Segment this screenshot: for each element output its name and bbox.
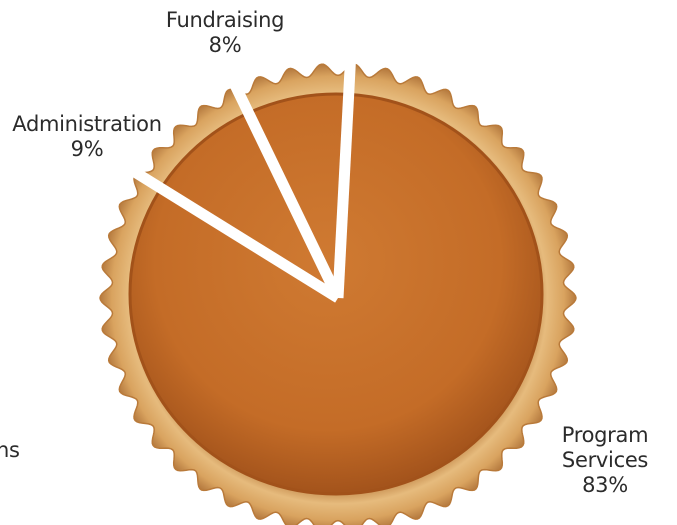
slice-label-administration: Administration 9% bbox=[2, 112, 172, 162]
slice-name-line-2: Services bbox=[561, 448, 649, 472]
slice-name: Administration bbox=[12, 112, 162, 136]
slice-value: 8% bbox=[208, 33, 242, 57]
slice-value: 83% bbox=[582, 473, 628, 497]
slice-name-line-1: Program bbox=[561, 423, 649, 447]
slice-dividers bbox=[120, 46, 357, 303]
slice-label-program-services: Program Services 83% bbox=[545, 423, 665, 498]
slice-divider-1 bbox=[332, 46, 357, 299]
slice-name: Fundraising bbox=[165, 8, 285, 32]
slice-divider-3 bbox=[120, 160, 341, 303]
cut-off-label-fragment: ns bbox=[0, 438, 20, 462]
slice-value: 9% bbox=[70, 137, 104, 161]
slice-label-fundraising: Fundraising 8% bbox=[150, 8, 300, 58]
slice-divider-2 bbox=[223, 68, 343, 301]
